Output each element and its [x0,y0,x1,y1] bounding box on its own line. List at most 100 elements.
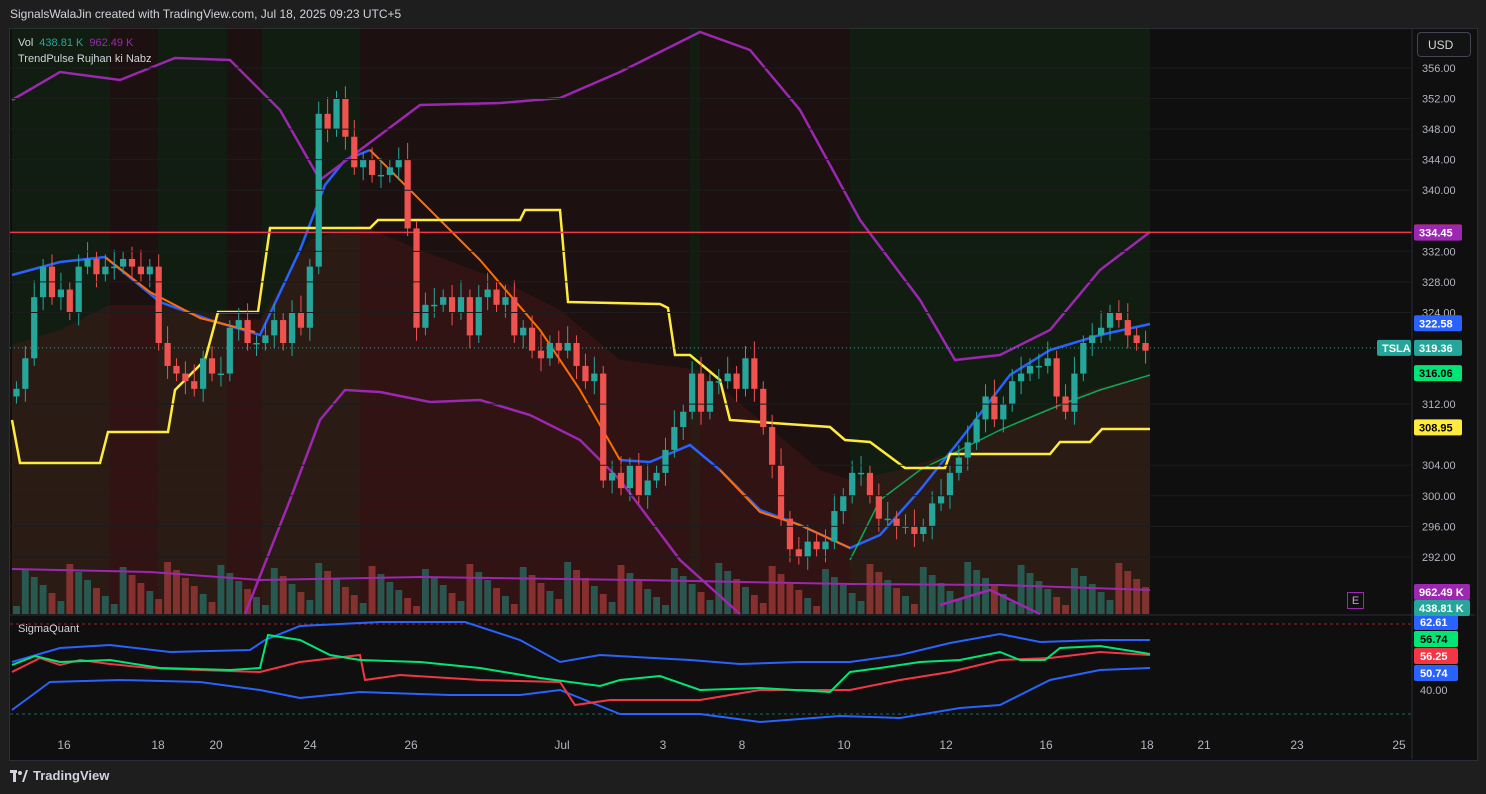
volume-bar [288,584,296,614]
volume-bar [528,575,536,614]
volume-tag-bg [1414,584,1470,600]
footer-brand: TradingView [33,768,110,783]
volume-bar [804,598,812,614]
candle-body [280,320,287,343]
volume-bar [199,594,207,614]
candle-body [964,442,971,458]
price-tag-bg [1414,315,1462,332]
candle-body [173,365,180,374]
volume-bar [546,591,554,614]
volume-bar [93,588,100,614]
chart-frame[interactable] [9,28,1478,761]
blue-band-line-2 [619,322,1151,550]
candle-body [253,343,260,345]
volume-bar [421,569,429,614]
volume-bar [750,595,758,614]
candle-body [644,480,651,496]
sigma-tag-bg [1414,631,1458,647]
volume-bar [368,566,376,614]
volume-bar [653,597,661,614]
candle-body [404,159,411,229]
volume-bar [679,576,687,614]
candle-body [1142,343,1149,351]
volume-bar [30,577,38,614]
volume-bar [404,598,412,614]
volume-bar [1070,568,1078,614]
candle-body [1124,320,1131,336]
candle-body [1026,365,1034,374]
candle-body [164,343,171,366]
volume-bar [715,563,723,614]
candle-body [66,289,73,313]
candle-body [609,472,616,481]
volume-bar [635,581,643,614]
candle-body [760,388,767,428]
volume-bar [430,577,438,614]
candle-body [511,297,518,336]
volume-bar [742,587,749,614]
tradingview-footer[interactable]: TradingView [10,768,109,783]
candle-body [813,541,820,550]
candle-body [929,503,936,527]
volume-bar [999,594,1007,614]
volume-bar [146,591,154,614]
candle-body [573,343,580,366]
volume-bar [519,567,527,614]
currency-button[interactable]: USD [1417,32,1471,57]
volume-bar [253,597,260,614]
candle-body [1089,335,1096,343]
candle-body [697,373,705,412]
candle-body [902,526,909,528]
candle-body [920,526,927,534]
candle-body [262,335,269,343]
volume-bar [537,583,545,614]
volume-bar [128,575,136,614]
volume-bar [75,572,83,614]
x-tick-label: 16 [57,738,71,752]
candle-body [1053,358,1060,397]
volume-bar [1017,565,1025,614]
volume-bar [137,583,145,614]
volume-bar [377,574,385,614]
volume-bar [155,599,163,614]
volume-bar [413,606,420,614]
sigma-upper-band [11,621,1150,666]
volume-bar [848,593,856,614]
volume-bar [457,601,465,614]
earnings-marker[interactable]: E [1347,592,1364,609]
volume-bar [66,564,74,614]
volume-bar [973,570,981,614]
volume-bar [208,602,216,614]
vol-label: Vol [18,37,34,49]
candle-body [217,373,225,376]
candle-body [102,266,109,275]
x-tick-label: 16 [1039,738,1053,752]
volume-bar [341,587,349,614]
candle-body [466,297,473,336]
y-tick-label: 352.00 [1422,94,1456,106]
volume-bar [315,563,323,614]
volume-bar [573,570,580,614]
volume-bar [84,580,92,614]
volume-bar [57,601,65,614]
candle-body [1097,327,1105,336]
candle-body [128,258,136,267]
candle-body [182,373,189,382]
candle-body [351,136,358,168]
volume-bar [564,562,572,614]
candle-body [333,98,340,130]
candle-body [840,495,847,512]
candle-body [137,266,145,275]
x-tick-label: 12 [939,738,953,752]
y-tick-label: 296.00 [1422,521,1456,533]
volume-bar [644,589,652,614]
candle-body [57,289,65,298]
volume-bar [875,572,883,614]
volume-bar [893,588,901,614]
trend-zone [12,28,110,614]
volume-bar [48,593,56,614]
candle-body [475,297,482,336]
volume-bar [555,599,563,614]
sigma-tag-label: 50.74 [1420,668,1448,680]
